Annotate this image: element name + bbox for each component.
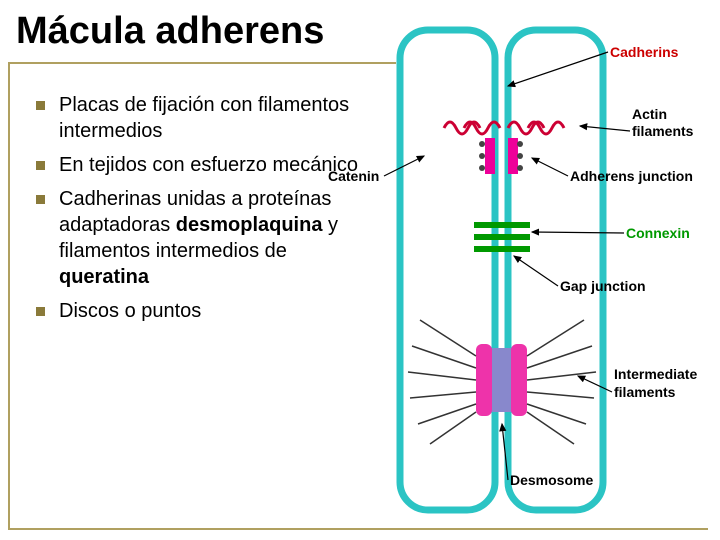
diagram-label: filaments <box>632 123 693 139</box>
cell-junction-diagram: CadherinsActinfilamentsCateninAdherens j… <box>380 20 710 530</box>
diagram-label: Connexin <box>626 225 690 241</box>
bullet-text: Discos o puntos <box>59 298 201 324</box>
bullet-text: Placas de fijación con filamentos interm… <box>59 92 376 144</box>
bullet-text: Cadherinas unidas a proteínas adaptadora… <box>59 186 376 290</box>
diagram-label: Desmosome <box>510 472 593 488</box>
diagram-label: Adherens junction <box>570 168 693 184</box>
diagram-label: Catenin <box>328 168 379 184</box>
bullet-icon <box>36 195 45 204</box>
diagram-label: filaments <box>614 384 675 400</box>
list-item: Cadherinas unidas a proteínas adaptadora… <box>36 186 376 290</box>
diagram-label: Intermediate <box>614 366 697 382</box>
bullet-text: En tejidos con esfuerzo mecánico <box>59 152 358 178</box>
bullet-icon <box>36 307 45 316</box>
list-item: En tejidos con esfuerzo mecánico <box>36 152 376 178</box>
bullet-icon <box>36 161 45 170</box>
bullet-icon <box>36 101 45 110</box>
diagram-label: Cadherins <box>610 44 678 60</box>
bullet-list: Placas de fijación con filamentos interm… <box>36 92 376 332</box>
list-item: Placas de fijación con filamentos interm… <box>36 92 376 144</box>
diagram-label: Actin <box>632 106 667 122</box>
list-item: Discos o puntos <box>36 298 376 324</box>
diagram-label: Gap junction <box>560 278 646 294</box>
title-underline <box>8 62 396 64</box>
page-title: Mácula adherens <box>16 10 324 53</box>
